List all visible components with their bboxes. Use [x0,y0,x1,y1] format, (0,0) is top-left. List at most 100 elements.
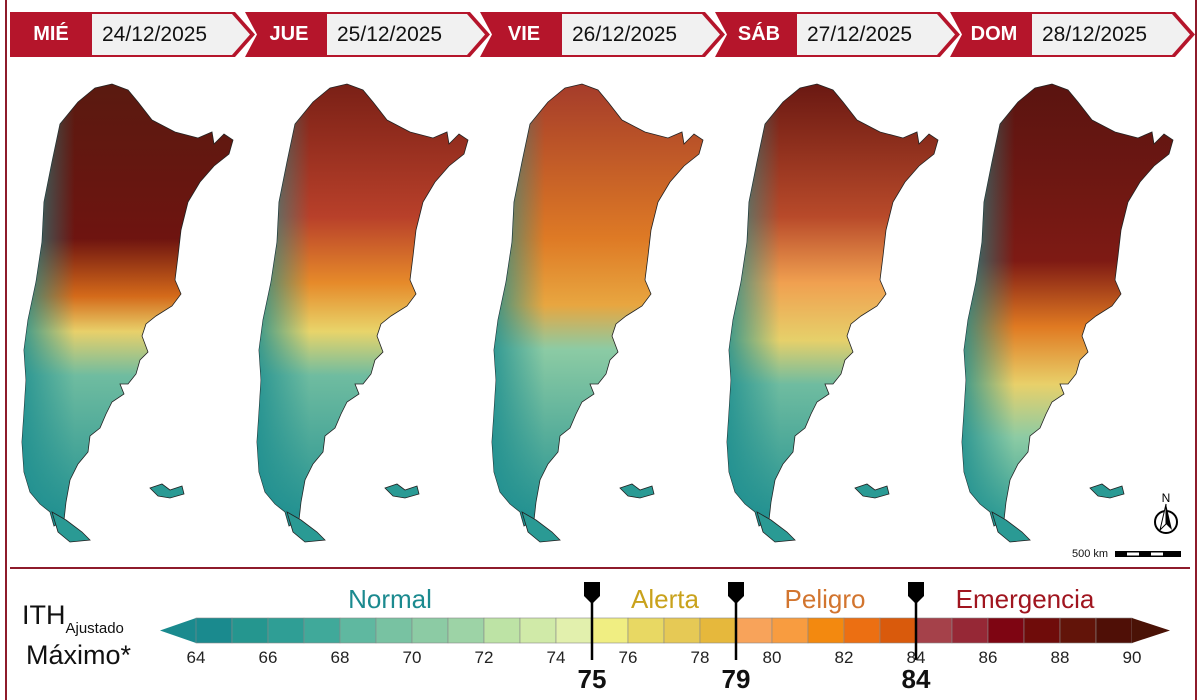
legend-title-main: ITH [22,600,66,630]
date-box: 28/12/2025 [1032,12,1195,57]
map-panels [21,83,1174,543]
legend-title-line2: Máximo* [26,640,132,670]
threshold-marker [908,582,924,660]
legend-cell [303,617,341,644]
malvinas-islands [149,483,185,499]
legend-over-arrow [1132,618,1170,643]
threshold-label: 84 [901,664,931,694]
legend-under-arrow [160,618,196,643]
legend-cell [663,617,701,644]
andes-overlay [22,84,233,526]
legend-colorbar [160,582,1170,660]
legend-cell [1095,617,1133,644]
date-label: 27/12/2025 [797,14,955,55]
legend-cell [735,617,773,644]
malvinas-islands [1089,483,1125,499]
day-label: VIE [480,12,562,57]
frame-border [5,0,1197,700]
legend-cell [951,617,989,644]
date-label: 28/12/2025 [1032,14,1190,55]
tick-label: 68 [330,648,350,667]
day-label: SÁB [715,12,797,57]
tick-label: 70 [402,648,422,667]
scale-label: 500 km [1072,548,1109,560]
legend-cell [879,617,917,644]
day-label: JUE [245,12,327,57]
date-box: 25/12/2025 [327,12,490,57]
ith-map-4 [726,83,939,543]
legend-cell [483,617,521,644]
legend-cell [627,617,665,644]
tierra-del-fuego [991,511,1031,543]
scale-bar: 500 km [1072,548,1182,560]
legend-cell [195,617,233,644]
ith-map-1 [21,83,234,543]
legend-cell [843,617,881,644]
ith-map-2 [256,83,469,543]
legend-cell [1023,617,1061,644]
day-label: MIÉ [10,12,92,57]
threshold-label: 79 [721,664,751,694]
tick-label: 88 [1050,648,1070,667]
malvinas-islands [384,483,420,499]
malvinas-islands [854,483,890,499]
category-peligro: Peligro [784,584,866,614]
tick-label: 64 [186,648,206,667]
tierra-del-fuego [521,511,561,543]
date-label: 26/12/2025 [562,14,720,55]
andes-overlay [962,84,1173,526]
separator [10,567,1190,569]
scale-bar-graphic [1115,551,1182,558]
category-alerta: Alerta [631,584,699,614]
tick-label: 84 [906,648,926,667]
legend-cell [807,617,845,644]
date-box: 26/12/2025 [562,12,725,57]
date-label: 25/12/2025 [327,14,485,55]
tick-label: 82 [834,648,854,667]
legend-cell [375,617,413,644]
north-label: N [1162,491,1171,505]
day-label: DOM [950,12,1032,57]
tick-label: 78 [690,648,710,667]
tick-label: 90 [1122,648,1142,667]
tick-label: 72 [474,648,494,667]
legend-cell [231,617,269,644]
andes-overlay [257,84,468,526]
legend-cell [771,617,809,644]
legend-cell [339,617,377,644]
ith-map-5 [961,83,1174,543]
legend-cell [411,617,449,644]
north-arrow-icon: N [1154,491,1178,534]
category-emergencia: Emergencia [955,584,1095,614]
tierra-del-fuego [286,511,326,543]
malvinas-islands [619,483,655,499]
category-normal: Normal [348,584,432,614]
threshold-label: 75 [577,664,607,694]
legend-cell [1059,617,1097,644]
tierra-del-fuego [756,511,796,543]
andes-overlay [492,84,703,526]
legend-title: ITHAjustado [22,600,124,637]
threshold-marker [584,582,600,660]
tierra-del-fuego [51,511,91,543]
tick-label: 66 [258,648,278,667]
date-box: 24/12/2025 [92,12,255,57]
legend-cell [555,617,593,644]
date-box: 27/12/2025 [797,12,960,57]
andes-overlay [727,84,938,526]
legend-cell [987,617,1025,644]
threshold-marker [728,582,744,660]
legend-cell [591,617,629,644]
tick-label: 86 [978,648,998,667]
legend-title-sub: Ajustado [65,620,124,637]
date-label: 24/12/2025 [92,14,250,55]
legend-cell [699,617,737,644]
ith-map-3 [491,83,704,543]
legend-cell [519,617,557,644]
tick-label: 74 [546,648,566,667]
legend-cell [447,617,485,644]
tick-label: 76 [618,648,638,667]
legend-cell [267,617,305,644]
tick-label: 80 [762,648,782,667]
legend-cell [915,617,953,644]
